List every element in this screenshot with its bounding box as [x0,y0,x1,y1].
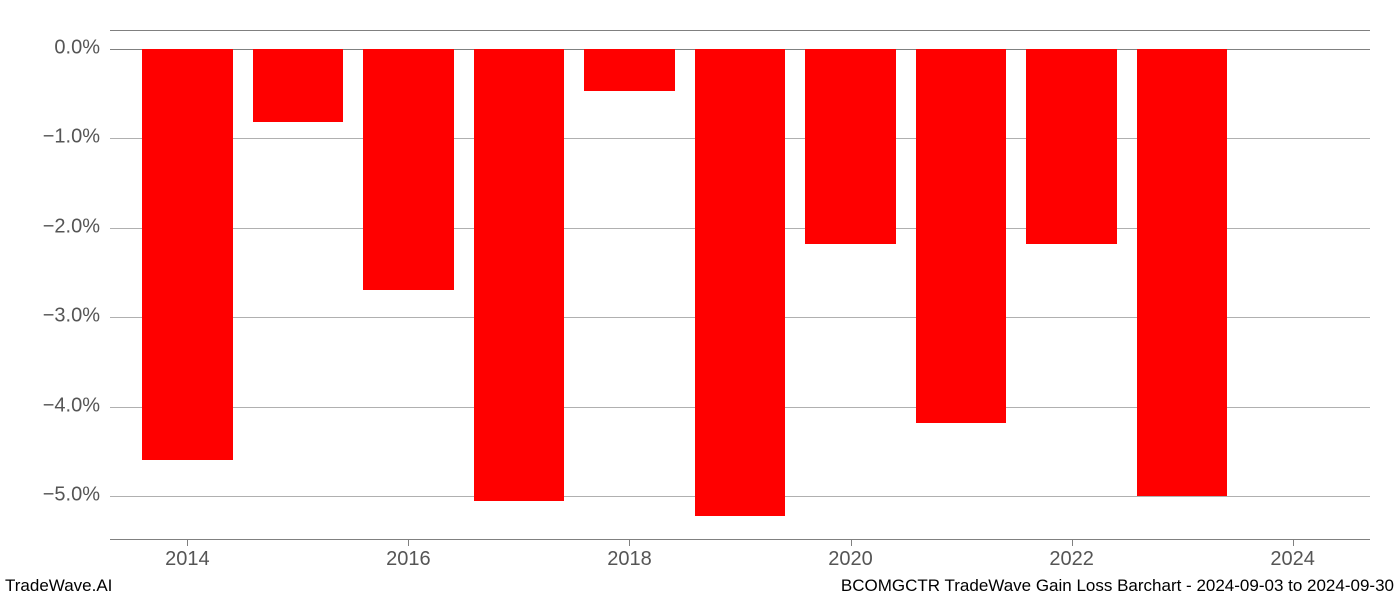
bar [584,49,675,91]
x-tick-label: 2018 [607,548,652,571]
watermark-left: TradeWave.AI [5,576,112,596]
bar [916,49,1007,423]
x-tick-label: 2022 [1049,548,1094,571]
x-tick-label: 2016 [386,548,431,571]
x-tick-mark [187,540,188,546]
y-tick-label: −5.0% [10,484,100,507]
y-tick-label: −1.0% [10,126,100,149]
x-tick-mark [629,540,630,546]
x-tick-label: 2024 [1270,548,1315,571]
bar [142,49,233,461]
x-tick-mark [408,540,409,546]
bar [474,49,565,501]
bar [805,49,896,244]
bar [1026,49,1117,244]
bar [1137,49,1228,496]
y-tick-label: −2.0% [10,215,100,238]
bar [363,49,454,291]
bar [695,49,786,516]
x-tick-label: 2020 [828,548,873,571]
x-tick-mark [1072,540,1073,546]
x-tick-mark [851,540,852,546]
bar [253,49,344,122]
x-tick-mark [1293,540,1294,546]
chart-title-right: BCOMGCTR TradeWave Gain Loss Barchart - … [841,576,1394,596]
plot-background [110,30,1370,540]
y-tick-label: −3.0% [10,305,100,328]
y-tick-label: 0.0% [10,36,100,59]
y-tick-label: −4.0% [10,394,100,417]
x-tick-label: 2014 [165,548,210,571]
plot-area [110,30,1370,540]
